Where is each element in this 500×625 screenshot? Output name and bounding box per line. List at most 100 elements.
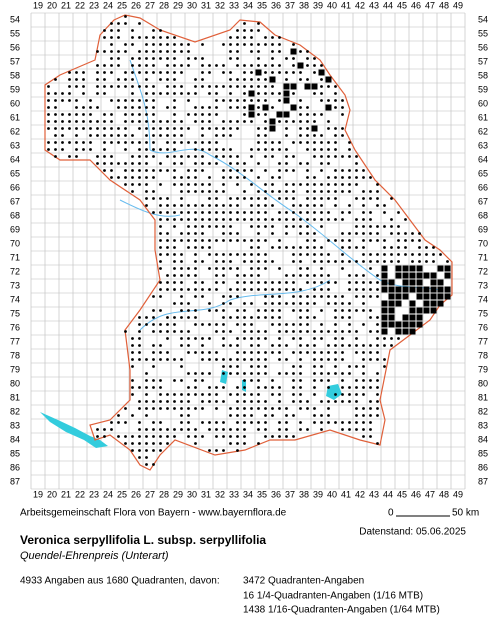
- record-dot: [348, 281, 351, 284]
- record-dot: [334, 295, 337, 298]
- record-dot: [306, 148, 309, 151]
- record-dot: [257, 274, 260, 277]
- record-dot: [201, 148, 204, 151]
- record-dot: [285, 246, 288, 249]
- record-dot: [397, 337, 400, 340]
- record-dot: [229, 267, 232, 270]
- record-dot: [404, 253, 407, 256]
- record-dot: [369, 358, 372, 361]
- record-dot: [404, 246, 407, 249]
- record-dot: [362, 302, 365, 305]
- record-dot: [236, 386, 239, 389]
- record-dot: [243, 78, 246, 81]
- record-dot: [285, 428, 288, 431]
- record-square: [437, 293, 444, 300]
- record-dot: [285, 127, 288, 130]
- record-dot: [278, 323, 281, 326]
- record-dot: [208, 337, 211, 340]
- record-dot: [124, 106, 127, 109]
- record-dot: [138, 358, 141, 361]
- record-dot: [61, 113, 64, 116]
- record-dot: [131, 183, 134, 186]
- record-dot: [306, 253, 309, 256]
- record-dot: [271, 85, 274, 88]
- record-dot: [215, 106, 218, 109]
- record-dot: [194, 351, 197, 354]
- record-dot: [376, 253, 379, 256]
- record-dot: [306, 113, 309, 116]
- record-dot: [215, 260, 218, 263]
- record-dot: [250, 155, 253, 158]
- record-square: [444, 293, 451, 300]
- record-dot: [180, 197, 183, 200]
- record-dot: [250, 316, 253, 319]
- record-dot: [355, 176, 358, 179]
- record-dot: [250, 85, 253, 88]
- record-dot: [152, 358, 155, 361]
- record-dot: [292, 57, 295, 60]
- record-dot: [194, 274, 197, 277]
- record-dot: [194, 211, 197, 214]
- record-dot: [313, 57, 316, 60]
- record-dot: [257, 232, 260, 235]
- record-dot: [355, 274, 358, 277]
- record-dot: [306, 309, 309, 312]
- record-dot: [194, 309, 197, 312]
- record-dot: [131, 190, 134, 193]
- record-dot: [180, 267, 183, 270]
- record-dot: [341, 393, 344, 396]
- record-dot: [271, 344, 274, 347]
- record-dot: [355, 197, 358, 200]
- column-label: 21: [61, 0, 71, 10]
- record-dot: [173, 113, 176, 116]
- row-label: 71: [10, 252, 20, 262]
- record-dot: [110, 64, 113, 67]
- record-dot: [159, 78, 162, 81]
- record-dot: [194, 428, 197, 431]
- record-dot: [145, 372, 148, 375]
- record-dot: [327, 99, 330, 102]
- record-dot: [327, 344, 330, 347]
- record-dot: [320, 428, 323, 431]
- record-dot: [313, 134, 316, 137]
- record-dot: [313, 141, 316, 144]
- record-dot: [341, 337, 344, 340]
- record-dot: [250, 407, 253, 410]
- record-dot: [124, 421, 127, 424]
- record-dot: [222, 316, 225, 319]
- record-dot: [229, 50, 232, 53]
- record-square: [430, 286, 437, 293]
- record-dot: [334, 358, 337, 361]
- record-dot: [306, 190, 309, 193]
- record-dot: [103, 120, 106, 123]
- record-dot: [103, 155, 106, 158]
- record-dot: [348, 239, 351, 242]
- record-dot: [194, 435, 197, 438]
- record-dot: [208, 428, 211, 431]
- record-dot: [124, 442, 127, 445]
- record-dot: [390, 246, 393, 249]
- record-dot: [131, 386, 134, 389]
- column-label: 21: [61, 489, 71, 499]
- record-dot: [145, 141, 148, 144]
- record-dot: [54, 106, 57, 109]
- record-dot: [131, 134, 134, 137]
- record-dot: [320, 225, 323, 228]
- record-square: [388, 321, 395, 328]
- record-dot: [327, 386, 330, 389]
- record-dot: [327, 148, 330, 151]
- record-dot: [341, 344, 344, 347]
- record-dot: [348, 421, 351, 424]
- record-dot: [229, 162, 232, 165]
- record-dot: [341, 155, 344, 158]
- record-dot: [292, 246, 295, 249]
- record-dot: [110, 127, 113, 130]
- record-dot: [152, 43, 155, 46]
- record-dot: [138, 337, 141, 340]
- record-dot: [271, 232, 274, 235]
- record-dot: [376, 232, 379, 235]
- grid: [30, 12, 466, 490]
- record-dot: [313, 421, 316, 424]
- record-dot: [117, 36, 120, 39]
- record-dot: [222, 372, 225, 375]
